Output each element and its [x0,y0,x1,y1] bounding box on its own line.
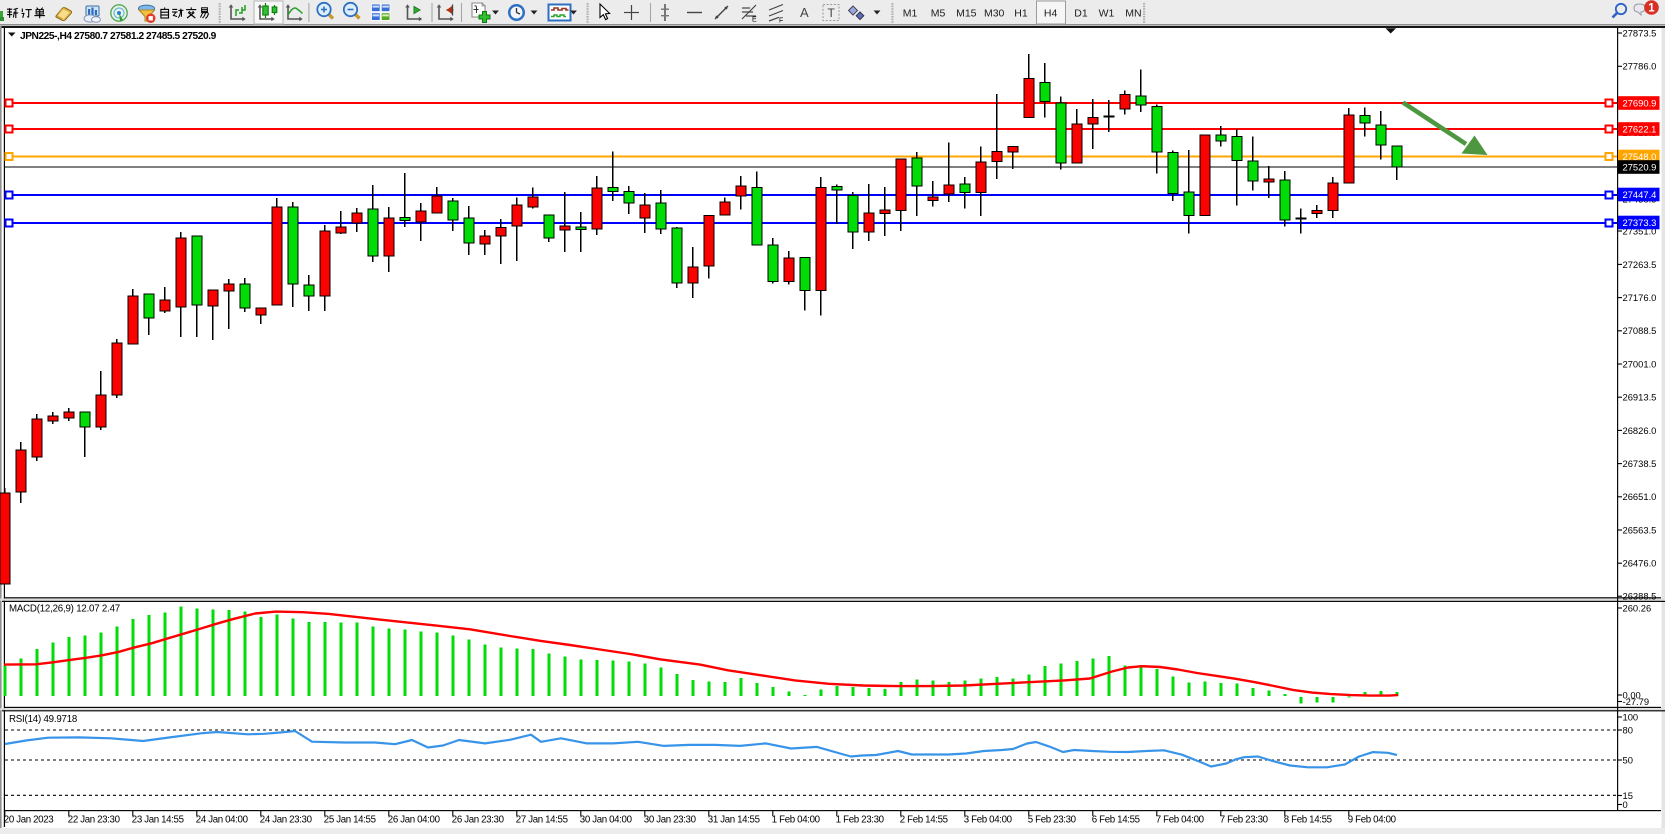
svg-text:26651.0: 26651.0 [1623,491,1657,502]
svg-text:8 Feb 14:55: 8 Feb 14:55 [1284,815,1332,826]
svg-text:0: 0 [1623,799,1628,810]
svg-text:E: E [752,17,757,24]
svg-text:260.26: 260.26 [1623,602,1652,613]
svg-text:D1: D1 [1074,8,1088,20]
svg-text:27690.9: 27690.9 [1623,98,1657,109]
svg-text:7 Feb 04:00: 7 Feb 04:00 [1156,815,1205,826]
svg-text:MN: MN [1125,8,1141,20]
svg-text:H4: H4 [1044,8,1058,20]
svg-text:24 Jan 04:00: 24 Jan 04:00 [196,815,249,826]
svg-text:22 Jan 23:30: 22 Jan 23:30 [68,815,121,826]
svg-text:M15: M15 [956,8,977,20]
svg-text:23 Jan 14:55: 23 Jan 14:55 [132,815,184,826]
svg-text:RSI(14) 49.9718: RSI(14) 49.9718 [9,714,77,725]
svg-text:26476.0: 26476.0 [1623,558,1657,569]
svg-text:3 Feb 04:00: 3 Feb 04:00 [964,815,1013,826]
svg-text:24 Jan 23:30: 24 Jan 23:30 [260,815,313,826]
svg-text:26563.5: 26563.5 [1623,524,1657,535]
svg-text:9 Feb 04:00: 9 Feb 04:00 [1348,815,1397,826]
svg-text:27176.0: 27176.0 [1623,292,1657,303]
svg-text:27373.3: 27373.3 [1623,217,1657,228]
svg-text:27520.9: 27520.9 [1623,162,1657,173]
svg-text:5 Feb 23:30: 5 Feb 23:30 [1028,815,1077,826]
svg-text:M1: M1 [903,8,918,20]
svg-text:JPN225-,H4 27580.7 27581.2 27: JPN225-,H4 27580.7 27581.2 27485.5 27520… [20,31,217,42]
svg-text:26388.5: 26388.5 [1623,591,1657,602]
svg-text:26 Jan 04:00: 26 Jan 04:00 [388,815,441,826]
svg-text:27622.1: 27622.1 [1623,124,1657,135]
svg-text:T: T [828,6,836,20]
svg-text:27786.0: 27786.0 [1623,61,1657,72]
svg-text:1 Feb 04:00: 1 Feb 04:00 [772,815,821,826]
svg-text:27351.0: 27351.0 [1623,225,1657,236]
svg-text:26 Jan 23:30: 26 Jan 23:30 [452,815,505,826]
svg-text:20 Jan 2023: 20 Jan 2023 [4,815,53,826]
svg-text:27548.0: 27548.0 [1623,151,1657,162]
svg-text:27088.5: 27088.5 [1623,325,1657,336]
svg-text:A: A [800,5,809,20]
svg-text:27873.5: 27873.5 [1623,27,1657,38]
svg-text:27 Jan 14:55: 27 Jan 14:55 [516,815,568,826]
svg-text:31 Jan 14:55: 31 Jan 14:55 [708,815,760,826]
svg-text:27447.4: 27447.4 [1623,189,1657,200]
svg-text:0.00: 0.00 [1623,689,1641,700]
svg-text:1 Feb 23:30: 1 Feb 23:30 [836,815,885,826]
svg-text:26826.0: 26826.0 [1623,425,1657,436]
svg-text:2 Feb 14:55: 2 Feb 14:55 [900,815,948,826]
svg-text:7 Feb 23:30: 7 Feb 23:30 [1220,815,1269,826]
svg-text:M5: M5 [931,8,946,20]
svg-text:27263.5: 27263.5 [1623,259,1657,270]
svg-text:25 Jan 14:55: 25 Jan 14:55 [324,815,376,826]
svg-text:100: 100 [1623,711,1639,722]
svg-text:H1: H1 [1014,8,1028,20]
svg-text:-27.79: -27.79 [1623,696,1650,707]
svg-text:30 Jan 04:00: 30 Jan 04:00 [580,815,633,826]
svg-text:MACD(12,26,9) 12.07 2.47: MACD(12,26,9) 12.07 2.47 [9,604,120,615]
svg-text:30 Jan 23:30: 30 Jan 23:30 [644,815,697,826]
svg-text:27001.0: 27001.0 [1623,358,1657,369]
svg-text:26738.5: 26738.5 [1623,458,1657,469]
svg-text:6 Feb 14:55: 6 Feb 14:55 [1092,815,1140,826]
svg-text:W1: W1 [1099,8,1115,20]
svg-text:50: 50 [1623,754,1633,765]
svg-text:80: 80 [1623,724,1633,735]
svg-text:26913.5: 26913.5 [1623,392,1657,403]
svg-text:F: F [779,18,783,25]
svg-text:M30: M30 [984,8,1005,20]
svg-text:1: 1 [1648,3,1655,15]
svg-text:15: 15 [1623,790,1633,801]
